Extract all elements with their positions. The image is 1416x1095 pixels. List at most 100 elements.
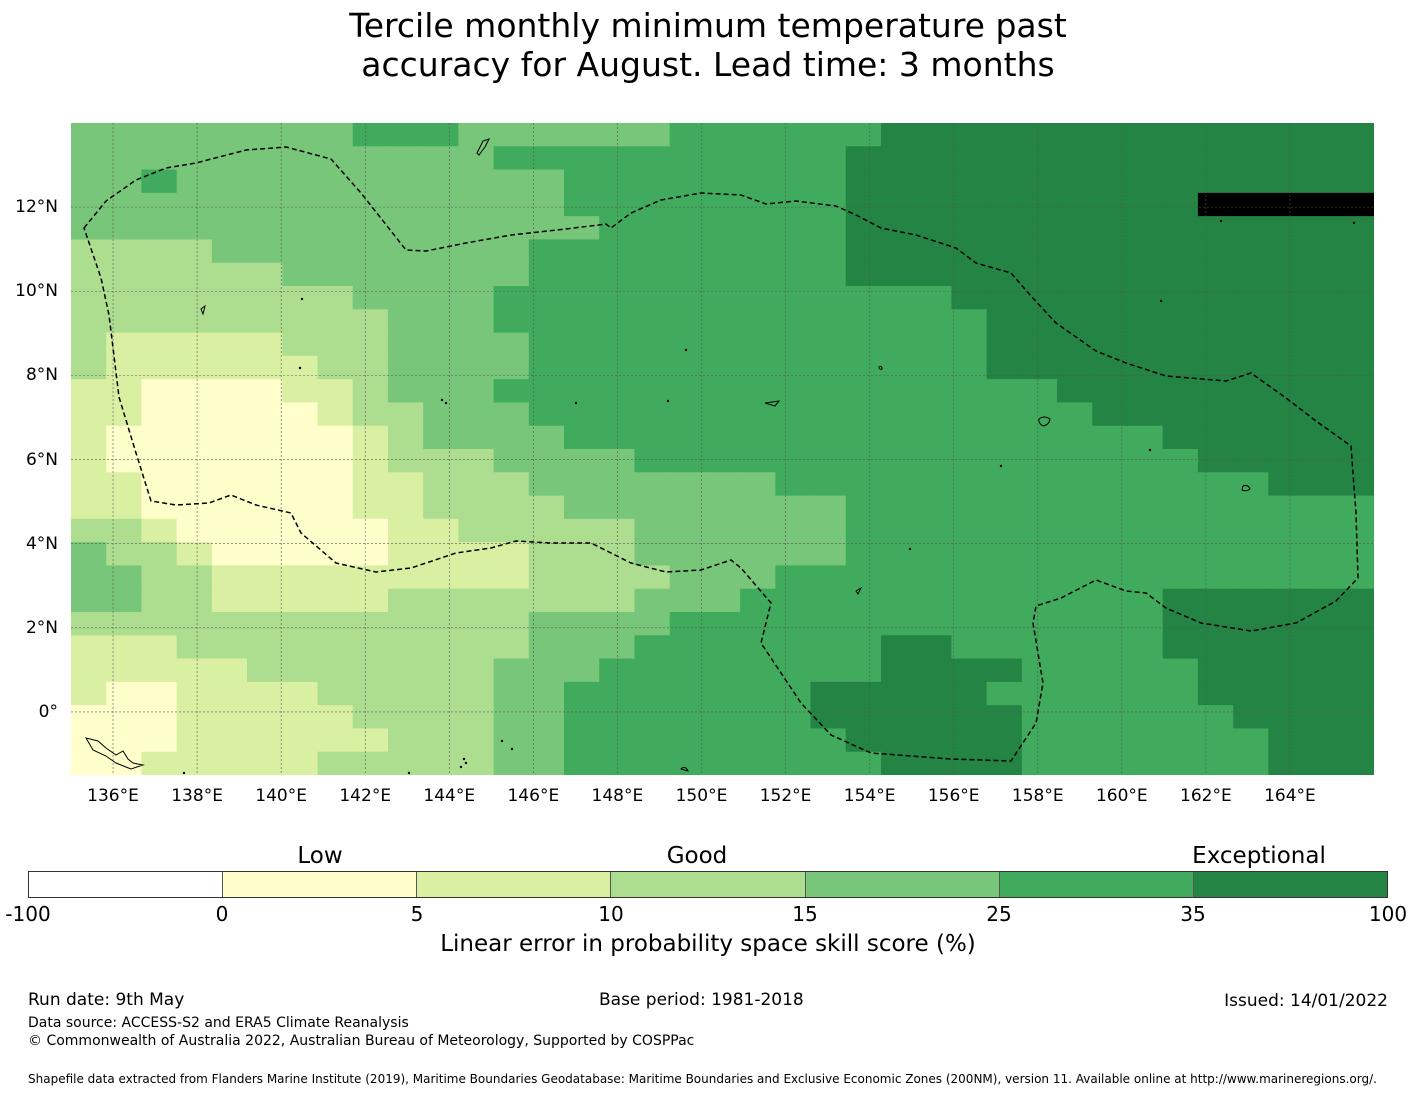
skill-cell [106, 565, 143, 590]
skill-cell [1268, 309, 1305, 334]
colorbar-category-low: Low [297, 843, 343, 869]
skill-cell [282, 169, 319, 194]
skill-cell [916, 216, 953, 241]
skill-cell [106, 588, 143, 613]
skill-cell [211, 472, 248, 497]
skill-cell [986, 495, 1023, 520]
skill-cell [423, 635, 459, 660]
skill-cell [1303, 379, 1340, 404]
skill-cell [1233, 379, 1269, 404]
skill-cell [352, 425, 389, 450]
skill-cell [951, 658, 988, 683]
colorbar-swatch [417, 872, 612, 897]
skill-cell [1092, 146, 1129, 171]
skill-cell [916, 449, 953, 473]
skill-cell [1021, 658, 1058, 683]
skill-cell [1268, 216, 1305, 241]
skill-cell [740, 192, 776, 217]
skill-cell [740, 402, 776, 427]
skill-cell [211, 239, 248, 264]
skill-cell [1021, 239, 1058, 264]
skill-cell [564, 216, 600, 241]
skill-cell [1057, 286, 1093, 310]
skill-cell [634, 472, 671, 497]
skill-cell [106, 169, 143, 194]
skill-cell [528, 239, 565, 264]
skill-cell [1057, 262, 1093, 287]
skill-cell [916, 379, 953, 404]
skill-cell [1197, 379, 1234, 404]
skill-cell [634, 286, 671, 310]
skill-cell [282, 449, 319, 473]
skill-cell [211, 658, 248, 683]
skill-cell [387, 146, 424, 171]
skill-cell [1092, 472, 1129, 497]
skill-cell [1233, 681, 1269, 706]
skill-cell [1303, 751, 1340, 775]
skill-cell [986, 332, 1023, 357]
skill-cell [669, 635, 706, 660]
skill-cell [211, 612, 248, 636]
skill-cell [141, 425, 178, 450]
skill-cell [71, 355, 107, 380]
skill-cell [423, 169, 459, 194]
skill-cell [1338, 612, 1374, 636]
skill-cell [1268, 192, 1305, 217]
skill-cell [1197, 705, 1234, 730]
skill-cell [704, 146, 741, 171]
skill-cell [1197, 542, 1234, 567]
skill-cell [1162, 612, 1199, 636]
skill-cell [1303, 192, 1340, 217]
skill-cell [704, 612, 741, 636]
skill-cell [493, 425, 530, 450]
skill-cell [564, 472, 600, 497]
skill-cell [880, 635, 917, 660]
run-date: Run date: 9th May [28, 990, 185, 1010]
skill-cell [669, 588, 706, 613]
skill-cell [317, 216, 354, 241]
skill-cell [810, 751, 847, 775]
skill-cell [740, 705, 776, 730]
skill-cell [282, 728, 319, 753]
skill-cell [423, 239, 459, 264]
skill-cell [1127, 192, 1164, 217]
skill-map-canvas [71, 123, 1374, 775]
skill-cell [1127, 379, 1164, 404]
skill-cell [387, 379, 424, 404]
skill-cell [1021, 379, 1058, 404]
skill-cell [669, 355, 706, 380]
longitude-tick-label: 142°E [339, 786, 392, 806]
skill-cell [458, 402, 495, 427]
skill-cell [986, 612, 1023, 636]
skill-cell [704, 449, 741, 473]
colorbar-tick: 35 [1180, 902, 1206, 926]
skill-cell [71, 542, 107, 567]
skill-cell [387, 588, 424, 613]
skill-cell [564, 169, 600, 194]
skill-cell [71, 402, 107, 427]
skill-cell [1162, 425, 1199, 450]
skill-cell [493, 565, 530, 590]
skill-cell [71, 286, 107, 310]
skill-cell [247, 518, 283, 543]
skill-cell [211, 286, 248, 310]
skill-cell [669, 123, 706, 147]
skill-cell [458, 681, 495, 706]
island-small-5 [878, 365, 883, 370]
skill-cell [1233, 751, 1269, 775]
skill-cell [669, 425, 706, 450]
skill-cell [317, 192, 354, 217]
skill-cell [951, 355, 988, 380]
skill-cell [1092, 379, 1129, 404]
skill-cell [106, 681, 143, 706]
skill-cell [564, 332, 600, 357]
skill-cell [1233, 262, 1269, 287]
skill-cell [775, 565, 812, 590]
longitude-tick-label: 138°E [171, 786, 223, 806]
skill-cell [176, 658, 213, 683]
skill-cell [986, 379, 1023, 404]
skill-cell [1338, 309, 1374, 334]
skill-cell [317, 309, 354, 334]
skill-cell [106, 518, 143, 543]
skill-cell [1303, 681, 1340, 706]
